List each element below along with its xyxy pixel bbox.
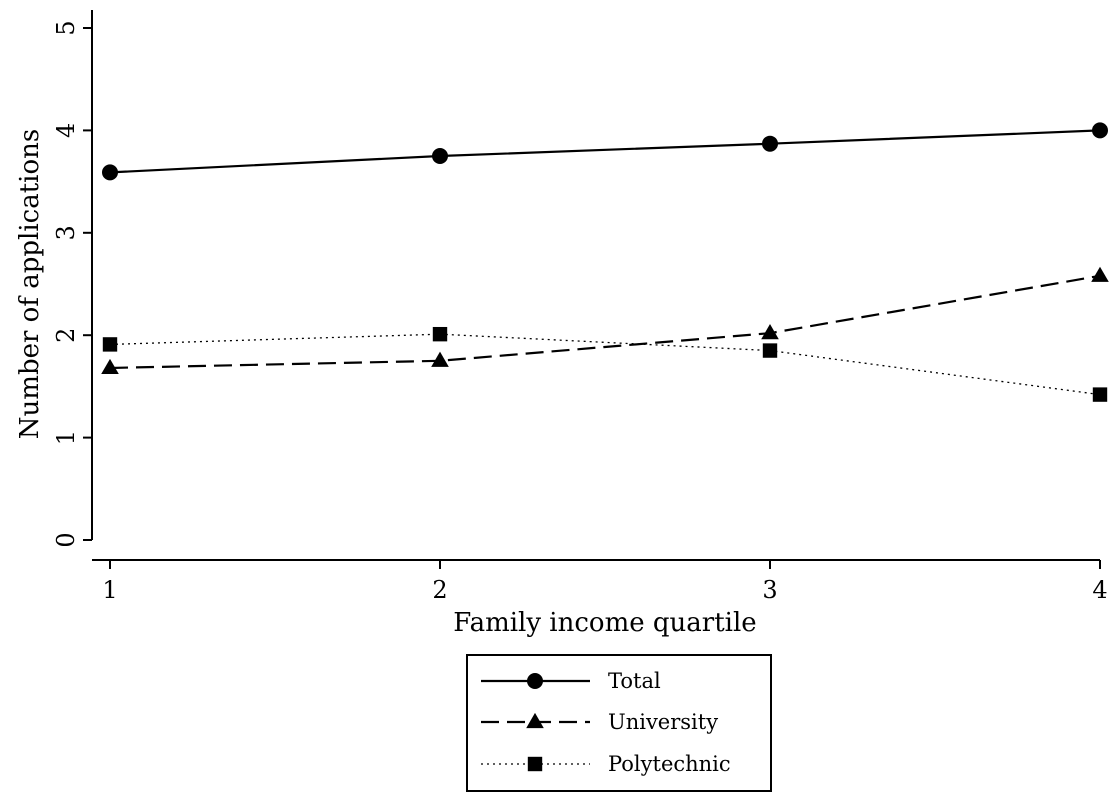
series-line-university [109, 274, 1101, 370]
series-line-total [109, 129, 1101, 174]
data-point-university [431, 351, 449, 367]
legend-entry-university: University [481, 710, 718, 734]
y-tick-label: 4 [52, 123, 80, 138]
legend-entries: Total University Polytechnic [481, 669, 731, 776]
y-axis-title: Number of applications [15, 129, 45, 439]
x-tick-label: 2 [432, 576, 447, 604]
x-ticks: 1 2 3 4 [102, 560, 1108, 604]
data-point-polytechnic [1092, 387, 1108, 402]
legend-label-polytechnic: Polytechnic [608, 752, 731, 776]
data-point-university [761, 324, 779, 340]
data-point-total [432, 148, 448, 164]
y-tick-label: 3 [52, 225, 80, 240]
x-tick-label: 4 [1092, 576, 1107, 604]
legend-entry-total: Total [481, 669, 661, 693]
legend-marker-total [527, 673, 543, 689]
y-tick-label: 1 [52, 430, 80, 445]
y-tick-label: 5 [52, 20, 80, 35]
y-tick-label: 0 [52, 532, 80, 547]
series-university [101, 266, 1109, 375]
y-tick-label: 2 [52, 328, 80, 343]
legend: Total University Polytechnic [466, 654, 772, 792]
y-ticks: 0 1 2 3 4 5 [52, 20, 92, 548]
legend-label-total: Total [608, 669, 661, 693]
data-point-total [102, 164, 118, 181]
legend-marker-university [526, 712, 544, 729]
legend-entry-polytechnic: Polytechnic [481, 752, 731, 776]
legend-label-university: University [608, 710, 718, 734]
data-point-polytechnic [762, 343, 778, 358]
data-point-university [1091, 266, 1109, 282]
legend-marker-polytechnic [527, 756, 543, 772]
data-point-university [101, 358, 119, 375]
data-point-total [762, 135, 778, 152]
data-point-polytechnic [102, 337, 118, 352]
series-layer [101, 122, 1109, 402]
series-polytechnic [102, 326, 1108, 402]
x-tick-label: 3 [762, 576, 777, 604]
data-point-polytechnic [432, 326, 448, 342]
axes [91, 10, 1100, 561]
x-axis-title: Family income quartile [453, 608, 756, 638]
series-total [102, 122, 1108, 181]
data-point-total [1092, 122, 1108, 139]
x-tick-label: 1 [102, 576, 117, 604]
series-line-polytechnic [109, 333, 1101, 396]
